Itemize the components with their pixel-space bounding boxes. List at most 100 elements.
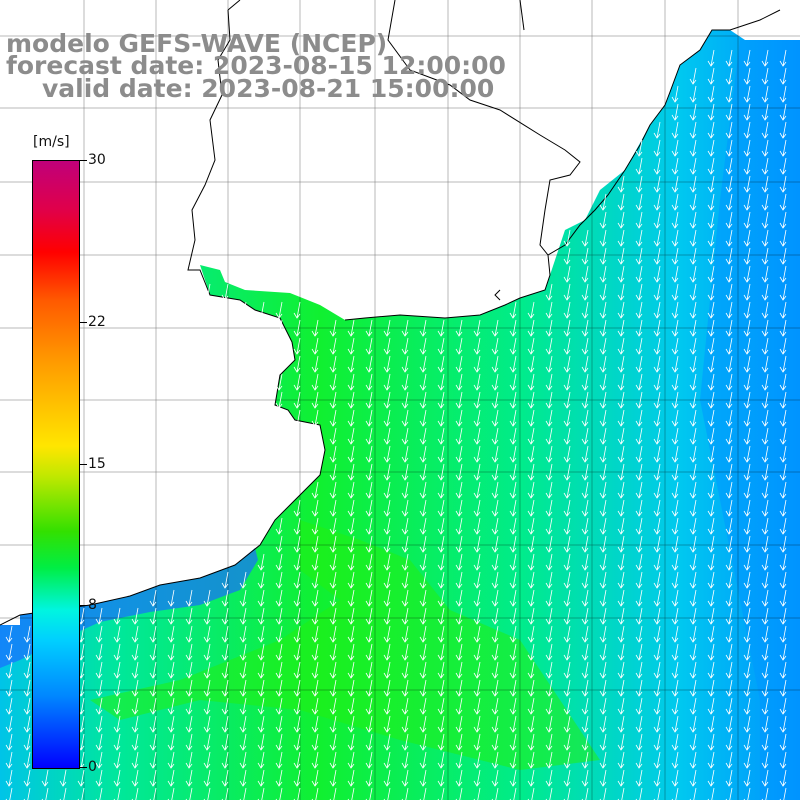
wind-arrow [761, 769, 769, 787]
wind-arrow [41, 787, 49, 800]
wind-arrow [635, 715, 643, 733]
wind-arrow [635, 607, 643, 625]
wind-arrow [311, 643, 319, 661]
wind-arrow [725, 445, 733, 463]
wind-arrow [635, 175, 643, 193]
wind-arrow [347, 787, 355, 800]
wind-arrow [707, 85, 715, 103]
wind-arrow [743, 49, 751, 67]
wind-arrow [293, 733, 301, 751]
wind-arrow [509, 499, 517, 517]
wind-arrow [527, 589, 535, 607]
wind-arrow [491, 553, 499, 571]
wind-arrow [455, 427, 463, 445]
wind-arrow [689, 319, 697, 337]
wind-arrow [257, 715, 265, 733]
wind-arrow [473, 607, 481, 625]
wind-arrow [635, 193, 643, 211]
wind-arrow [401, 463, 409, 481]
wind-arrow [689, 679, 697, 697]
wind-arrow [131, 697, 139, 715]
wind-arrow [491, 517, 499, 535]
wind-arrow [743, 787, 751, 800]
wind-arrow [581, 499, 589, 517]
wind-arrow [707, 607, 715, 625]
wind-arrow [599, 283, 607, 301]
wind-arrow [419, 571, 427, 589]
wind-arrow [329, 571, 337, 589]
wind-arrow [491, 373, 499, 391]
wind-arrow [635, 643, 643, 661]
wind-arrow [599, 319, 607, 337]
wind-arrow [671, 769, 679, 787]
wind-arrow [401, 751, 409, 769]
wind-arrow [761, 121, 769, 139]
wind-arrow [725, 553, 733, 571]
wind-arrow [707, 391, 715, 409]
wind-arrow [671, 535, 679, 553]
wind-arrow [761, 265, 769, 283]
wind-arrow [329, 715, 337, 733]
wind-arrow [617, 787, 625, 800]
wind-arrow [779, 445, 787, 463]
wind-arrow [617, 229, 625, 247]
wind-arrow [257, 733, 265, 751]
wind-arrow [329, 553, 337, 571]
wind-arrow [563, 697, 571, 715]
wind-arrow [149, 589, 157, 607]
wind-arrow [707, 445, 715, 463]
wind-arrow [779, 661, 787, 679]
wind-arrow [347, 337, 355, 355]
wind-arrow [455, 607, 463, 625]
wind-arrow [653, 481, 661, 499]
wind-arrow [383, 427, 391, 445]
wind-arrow [689, 517, 697, 535]
wind-arrow [563, 409, 571, 427]
wind-arrow [59, 769, 67, 787]
wind-arrow [203, 607, 211, 625]
wind-arrow [725, 373, 733, 391]
wind-arrow [707, 751, 715, 769]
title-forecast-date: forecast date: 2023-08-15 12:00:00 [6, 51, 506, 80]
wind-arrow [293, 553, 301, 571]
wind-arrow [779, 517, 787, 535]
wind-arrow [725, 499, 733, 517]
wind-arrow [707, 247, 715, 265]
wind-arrow [743, 481, 751, 499]
wind-arrow [203, 643, 211, 661]
wind-arrow [167, 733, 175, 751]
wind-arrow [779, 301, 787, 319]
wind-arrow [491, 445, 499, 463]
wind-arrow [617, 715, 625, 733]
wind-arrow [167, 661, 175, 679]
wind-arrow [275, 733, 283, 751]
wind-arrow [761, 571, 769, 589]
wind-arrow [473, 481, 481, 499]
wind-arrow [221, 283, 229, 301]
wind-arrow [95, 787, 103, 800]
wind-arrow [383, 589, 391, 607]
wind-arrow [473, 373, 481, 391]
wind-arrow [671, 571, 679, 589]
wind-arrow [545, 661, 553, 679]
wind-arrow [725, 337, 733, 355]
wind-arrow [437, 445, 445, 463]
wind-arrow [329, 679, 337, 697]
wind-arrow [383, 319, 391, 337]
wind-arrow [779, 427, 787, 445]
wind-arrow [239, 589, 247, 607]
coastline [0, 0, 781, 626]
wind-arrow [581, 463, 589, 481]
wind-arrow [509, 679, 517, 697]
wind-arrow [689, 283, 697, 301]
wind-arrow [293, 355, 301, 373]
wind-arrow [383, 769, 391, 787]
wind-arrow [725, 733, 733, 751]
wind-arrow [635, 247, 643, 265]
wind-arrow [689, 445, 697, 463]
wind-arrow [581, 589, 589, 607]
wind-arrow [545, 535, 553, 553]
wind-arrow [779, 211, 787, 229]
wind-arrow [653, 337, 661, 355]
wind-arrow [599, 445, 607, 463]
